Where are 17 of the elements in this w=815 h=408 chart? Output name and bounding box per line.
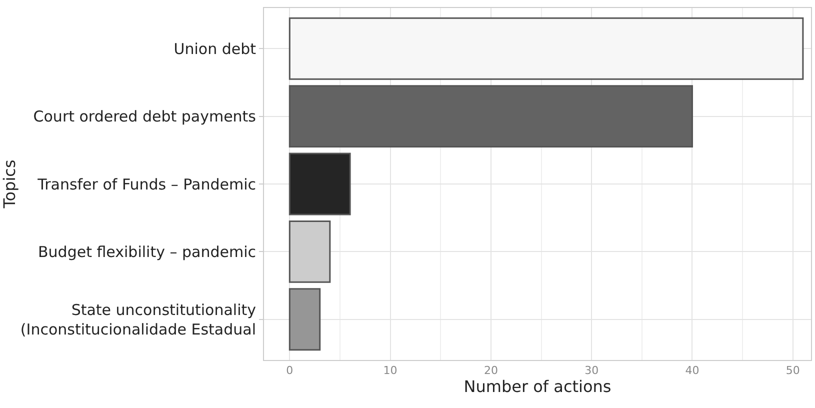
x-tick-label: 20 (484, 364, 498, 378)
x-tick-label: 40 (685, 364, 700, 378)
y-axis-title: Topics (0, 160, 19, 210)
bar (288, 288, 321, 351)
y-tick-label: Budget flexibility – pandemic (38, 242, 256, 261)
x-axis-title: Number of actions (464, 377, 612, 396)
bar (288, 220, 331, 283)
x-tick-label: 30 (584, 364, 599, 378)
bar (288, 85, 693, 148)
x-tick-label: 0 (286, 364, 294, 378)
y-tick-label: State unconstitutionality (Inconstitucionalidade Estadual (20, 300, 256, 338)
y-tick-label: Union debt (174, 40, 256, 58)
x-tick-label: 10 (383, 364, 398, 378)
y-tick-label: Transfer of Funds – Pandemic (36, 175, 256, 194)
x-tick-label: 50 (786, 364, 800, 378)
y-tick-label: Court ordered debt payments (33, 108, 256, 126)
bar (288, 152, 351, 216)
